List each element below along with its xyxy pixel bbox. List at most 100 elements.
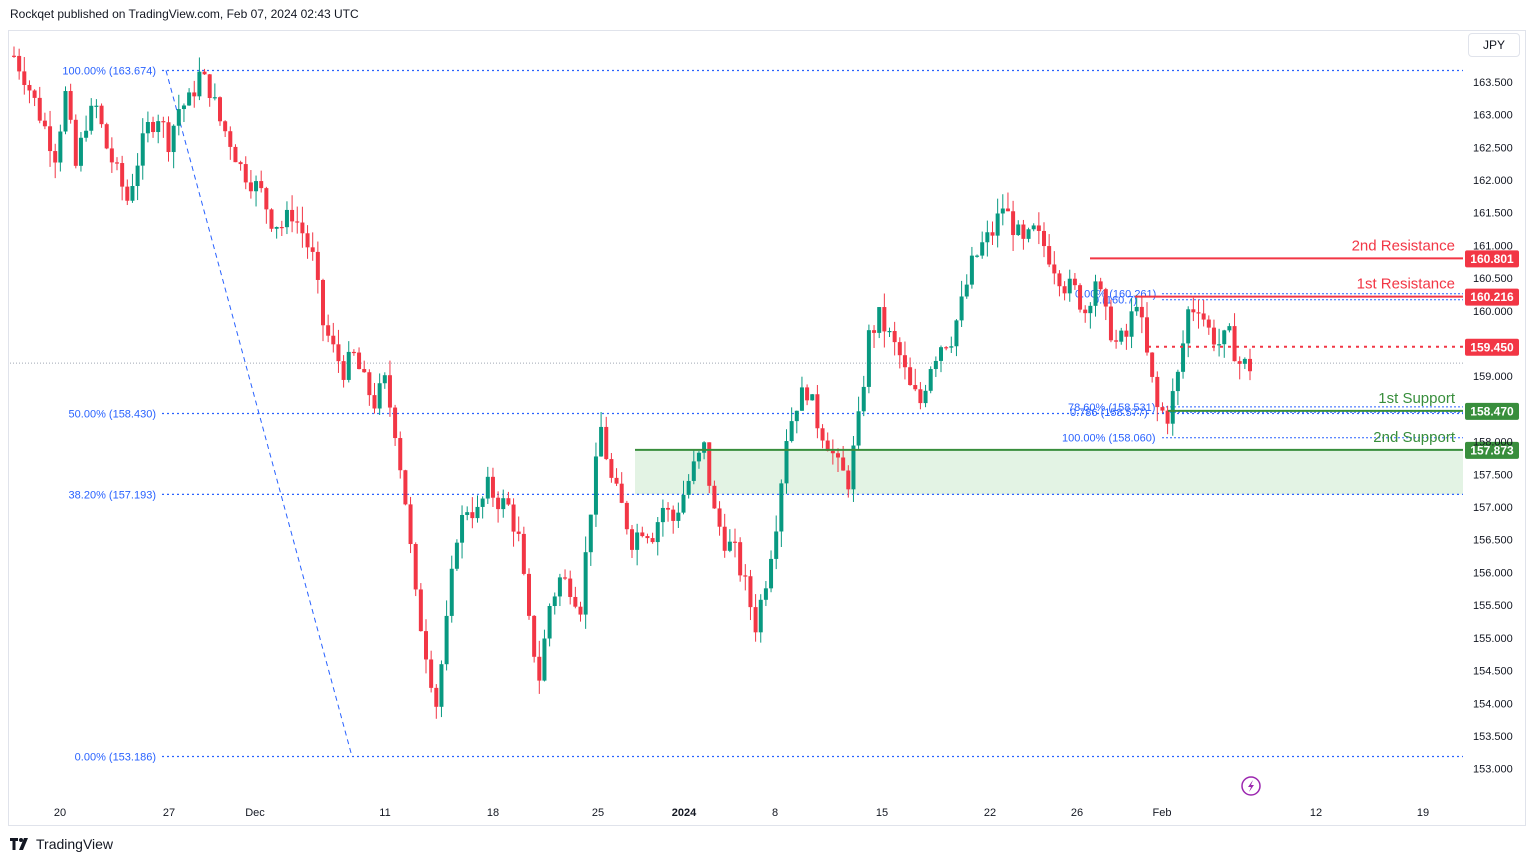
- candle-body: [599, 426, 604, 457]
- candle-body: [140, 133, 145, 166]
- x-tick-label: 26: [1071, 807, 1083, 819]
- lightning-icon-ring: [1241, 776, 1261, 796]
- y-tick-label: 154.500: [1473, 666, 1513, 678]
- fib-small-label: 100.00% (158.060): [1062, 433, 1156, 445]
- candle-body: [624, 502, 629, 530]
- x-tick-label: 25: [592, 807, 604, 819]
- candle-body: [1047, 246, 1052, 265]
- candle-body: [1150, 352, 1155, 377]
- support-zone-layer: [635, 449, 1463, 495]
- candle-body: [1093, 281, 1098, 306]
- candle-body: [1237, 361, 1242, 364]
- candle-body: [1217, 344, 1222, 346]
- candle-body: [161, 121, 166, 123]
- candle-body: [53, 151, 58, 163]
- candle-body: [120, 163, 125, 187]
- y-tick-label: 154.000: [1473, 698, 1513, 710]
- candle-body: [763, 588, 768, 600]
- candle-body: [784, 441, 789, 484]
- level-name: 1st Support: [1378, 390, 1456, 407]
- candle-body: [1031, 225, 1036, 230]
- candle-body: [830, 450, 835, 454]
- candle-body: [573, 596, 578, 607]
- currency-selector[interactable]: JPY: [1468, 33, 1520, 57]
- candle-body: [506, 498, 511, 505]
- candle-body: [1052, 264, 1057, 274]
- candle-body: [511, 504, 516, 532]
- candle-body: [964, 284, 969, 297]
- candle-body: [1011, 211, 1016, 236]
- candle-body: [516, 531, 521, 534]
- candle-body: [738, 542, 743, 576]
- candle-body: [336, 344, 341, 362]
- candle-body: [449, 568, 454, 616]
- y-tick-label: 153.500: [1473, 731, 1513, 743]
- y-tick-label: 161.500: [1473, 208, 1513, 220]
- candle-body: [1145, 317, 1149, 353]
- candle-body: [341, 361, 346, 380]
- candle-body: [609, 459, 614, 478]
- candle-body: [959, 296, 964, 321]
- candle-body: [321, 279, 325, 326]
- candle-body: [1201, 313, 1206, 320]
- candle-body: [794, 410, 799, 422]
- candle-body: [1165, 410, 1170, 424]
- candle-body: [22, 71, 27, 85]
- candle-body: [398, 438, 403, 471]
- candle-body: [485, 476, 490, 499]
- candle-body: [1181, 343, 1186, 372]
- candle-body: [753, 607, 758, 633]
- candle-body: [166, 122, 171, 153]
- candle-body: [578, 606, 583, 615]
- x-tick-label: 22: [984, 807, 996, 819]
- x-tick-label: 12: [1310, 807, 1322, 819]
- candle-body: [403, 470, 408, 505]
- candle-body: [480, 498, 485, 507]
- x-tick-label: 11: [379, 807, 390, 819]
- y-tick-label: 157.500: [1473, 469, 1513, 481]
- candle-body: [563, 577, 568, 579]
- candle-body: [1134, 306, 1139, 312]
- candle-body: [228, 131, 233, 147]
- fibonacci-layer: 100.00% (163.674) 50.00% (158.430) 38.20% …: [10, 66, 1463, 764]
- candle-body: [975, 255, 980, 257]
- candle-body: [89, 105, 94, 131]
- candle-body: [1175, 371, 1180, 392]
- candle-body: [424, 631, 428, 660]
- fib-small-label: 0.(160.7): [1093, 295, 1137, 307]
- candle-body: [537, 656, 542, 681]
- candle-body: [42, 120, 47, 127]
- candle-body: [635, 532, 640, 550]
- candle-body: [454, 542, 459, 569]
- candle-body: [923, 390, 928, 404]
- candle-body: [68, 91, 73, 120]
- candle-body: [367, 372, 372, 396]
- candle-body: [115, 162, 119, 164]
- candle-body: [702, 442, 707, 453]
- candle-body: [949, 346, 954, 348]
- candle-body: [676, 512, 681, 521]
- candle-body: [1124, 330, 1129, 337]
- candle-body: [351, 351, 356, 354]
- candle-body: [284, 209, 289, 228]
- candle-body: [557, 577, 562, 597]
- chart-frame[interactable]: [8, 30, 1526, 826]
- candle-body: [918, 389, 923, 404]
- candle-body: [490, 476, 495, 498]
- candle-body: [1248, 358, 1252, 372]
- candle-body: [151, 122, 156, 133]
- price-badge-label: 157.873: [1470, 443, 1514, 457]
- candle-body: [995, 213, 1000, 236]
- candle-body: [1067, 278, 1072, 294]
- candle-body: [841, 457, 846, 471]
- candle-body: [181, 105, 186, 110]
- tradingview-footer[interactable]: TradingView: [10, 836, 113, 852]
- candle-body: [12, 55, 16, 57]
- candle-body: [192, 92, 197, 97]
- candle-body: [1098, 281, 1103, 290]
- candle-body: [666, 507, 671, 510]
- candle-body: [377, 383, 382, 409]
- levels-layer: 2nd Resistance 160.801 1st Resistance 160.2…: [635, 237, 1519, 459]
- candle-body: [94, 105, 99, 107]
